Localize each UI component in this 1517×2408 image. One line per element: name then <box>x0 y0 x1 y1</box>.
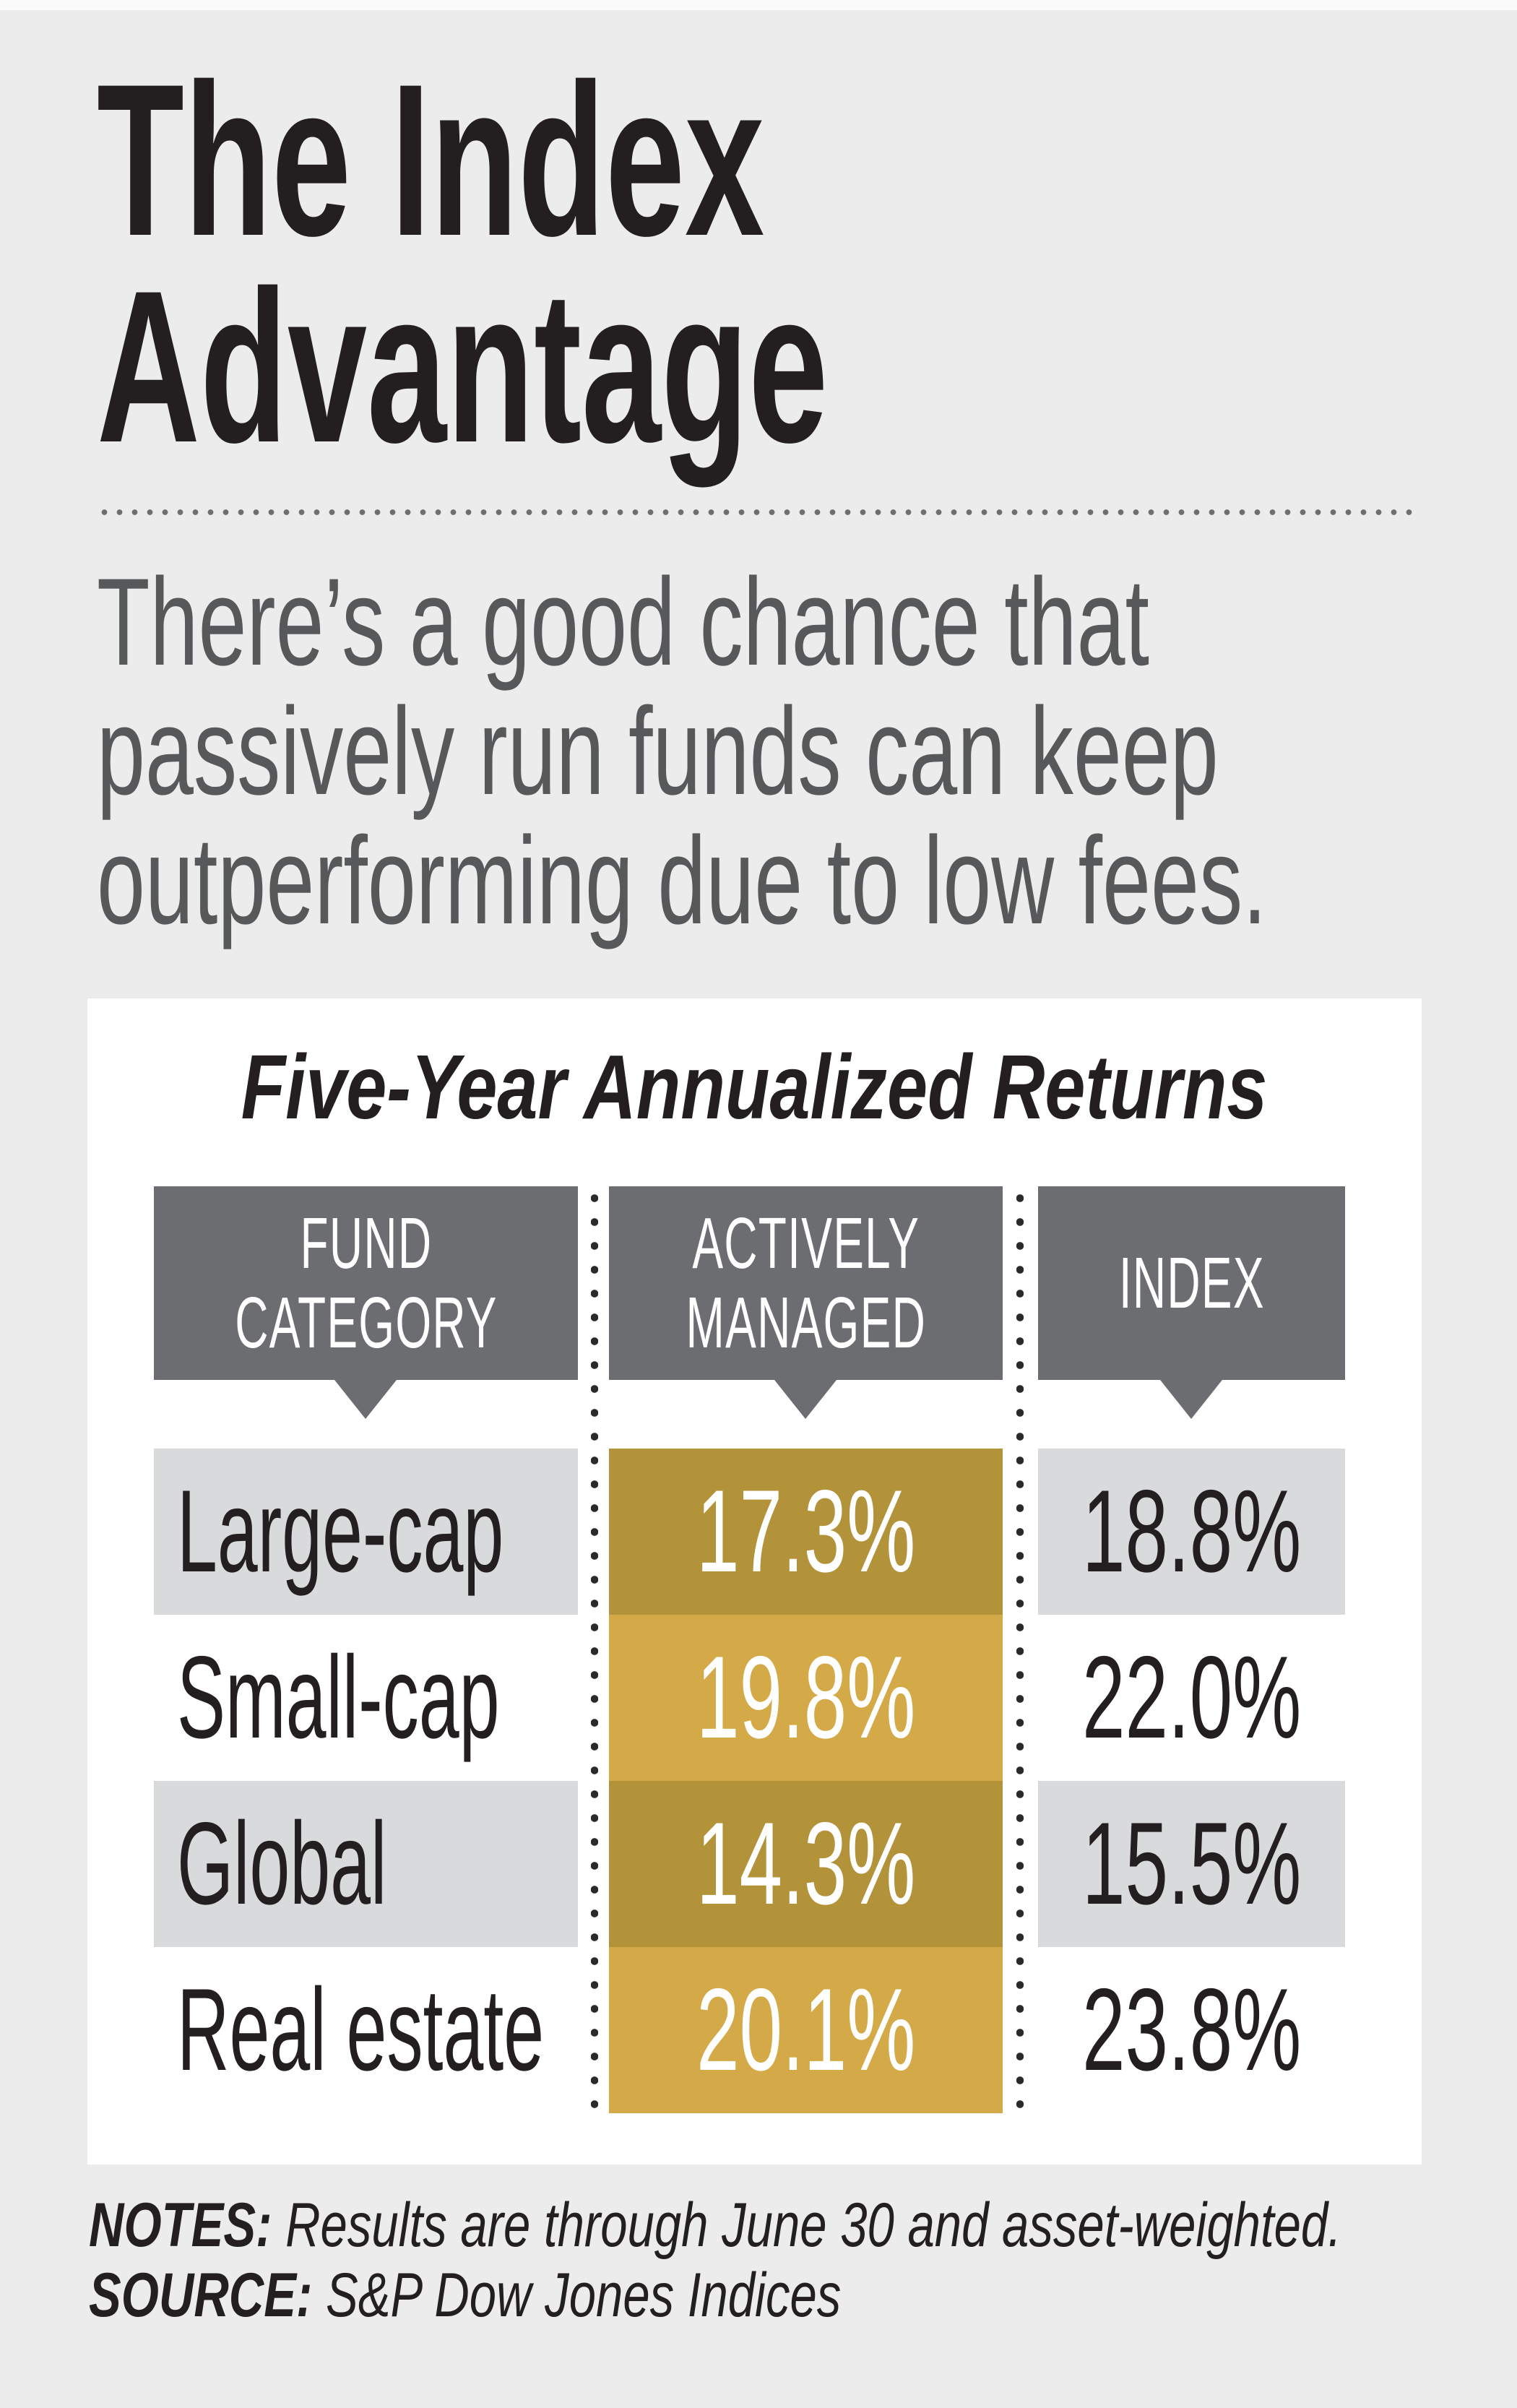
footer-notes: NOTES: Results are through June 30 and a… <box>89 2191 1517 2331</box>
active-value: 17.3% <box>609 1449 1003 1615</box>
table-row-small-cap: Small-cap 19.8% 22.0% <box>87 1615 1422 1781</box>
page-title: The Index Advantage <box>97 38 1205 488</box>
header-active-line1: ACTIVELY <box>692 1203 920 1284</box>
table-row-global: Global 14.3% 15.5% <box>87 1781 1422 1947</box>
header-index-line1: INDEX <box>1118 1243 1265 1324</box>
header-pointer-actively-managed <box>774 1380 837 1419</box>
header-active-line2: MANAGED <box>686 1282 926 1363</box>
source-line: SOURCE: S&P Dow Jones Indices <box>89 2261 1341 2331</box>
page-title-line1: The Index <box>97 38 765 281</box>
header-fund-line1: FUND <box>300 1203 432 1284</box>
notes-line: NOTES: Results are through June 30 and a… <box>89 2191 1341 2261</box>
page-top-edge <box>0 0 1517 10</box>
dotted-column-separator-left <box>591 1186 598 2117</box>
subtitle-line3: outperforming due to low fees. <box>97 811 1267 950</box>
active-value: 14.3% <box>609 1781 1003 1947</box>
table-row-large-cap: Large-cap 17.3% 18.8% <box>87 1449 1422 1615</box>
header-fund-line2: CATEGORY <box>234 1282 498 1363</box>
dotted-column-separator-right <box>1016 1186 1024 2117</box>
active-value: 20.1% <box>609 1947 1003 2113</box>
dotted-divider <box>97 509 1419 516</box>
column-header-index: INDEX <box>1038 1186 1345 1380</box>
page-title-line2: Advantage <box>97 245 829 488</box>
header-pointer-fund-category <box>334 1380 397 1419</box>
source-text: S&P Dow Jones Indices <box>312 2261 842 2330</box>
page-subtitle: There’s a good chance that passively run… <box>97 558 1517 946</box>
table-title: Five-Year Annualized Returns <box>241 1036 1268 1138</box>
index-value: 15.5% <box>1038 1781 1345 1947</box>
row-label: Large-cap <box>154 1449 578 1615</box>
row-label: Global <box>154 1781 578 1947</box>
row-label: Real estate <box>177 1964 545 2095</box>
notes-text: Results are through June 30 and asset-we… <box>272 2191 1341 2260</box>
column-header-fund-category: FUND CATEGORY <box>154 1186 578 1380</box>
active-value: 19.8% <box>609 1615 1003 1781</box>
row-label: Small-cap <box>177 1632 500 1763</box>
returns-table-card: Five-Year Annualized Returns FUND CATEGO… <box>87 998 1422 2165</box>
index-value: 18.8% <box>1038 1449 1345 1615</box>
index-value: 22.0% <box>1081 1632 1302 1763</box>
header-pointer-index <box>1160 1380 1222 1419</box>
subtitle-line1: There’s a good chance that <box>97 553 1149 691</box>
source-label: SOURCE: <box>89 2261 313 2330</box>
column-header-actively-managed: ACTIVELY MANAGED <box>609 1186 1003 1380</box>
subtitle-line2: passively run funds can keep <box>97 682 1219 821</box>
index-value: 23.8% <box>1081 1964 1302 2095</box>
notes-label: NOTES: <box>89 2191 272 2260</box>
table-row-real-estate: Real estate 20.1% 23.8% <box>87 1947 1422 2113</box>
